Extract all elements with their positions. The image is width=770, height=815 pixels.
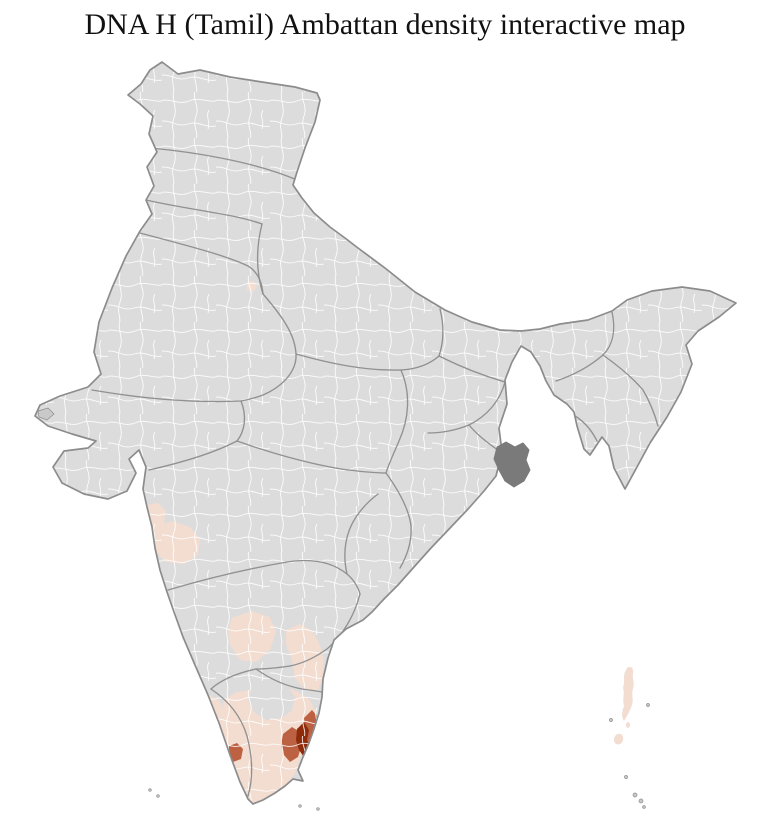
islet-dot <box>638 798 644 804</box>
islet-dot <box>156 794 160 798</box>
district-borders-texture <box>35 62 736 804</box>
islet-dot <box>624 775 628 779</box>
coastline <box>34 61 737 805</box>
islet-dot <box>316 807 320 811</box>
islet-dot <box>298 804 302 808</box>
islet-dot <box>646 703 650 707</box>
region-andaman-nub <box>626 722 630 728</box>
islet-dot <box>632 792 638 798</box>
region-andaman-islands <box>622 666 634 721</box>
delta-shaded-area <box>493 441 531 488</box>
state-borders <box>91 147 659 797</box>
west-islet <box>37 407 55 421</box>
region-pondicherry-coast[interactable] <box>307 754 316 764</box>
islet-dot <box>642 805 646 809</box>
page-title: DNA H (Tamil) Ambattan density interacti… <box>84 8 686 41</box>
island-chain[interactable] <box>148 666 650 811</box>
region-andaman-south-island <box>613 733 624 745</box>
islet-dot <box>148 788 152 792</box>
islet-dot <box>609 718 613 722</box>
